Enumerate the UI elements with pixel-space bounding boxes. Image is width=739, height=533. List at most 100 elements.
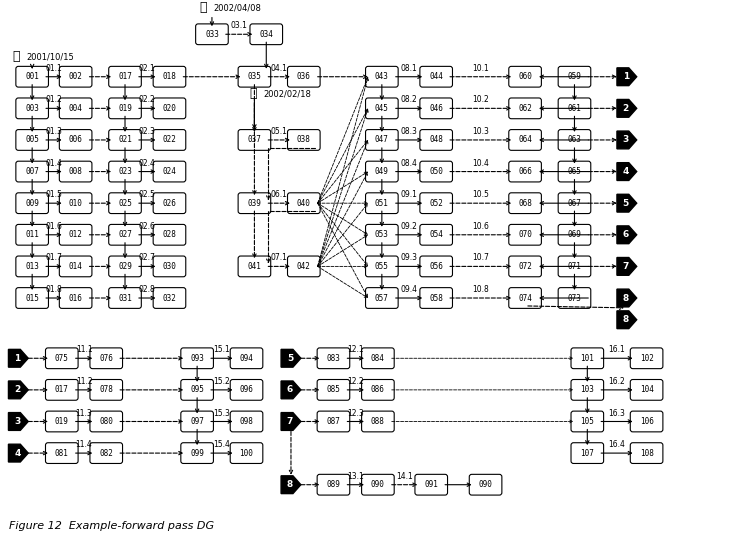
FancyBboxPatch shape [109, 256, 141, 277]
Text: 050: 050 [429, 167, 443, 176]
Text: 10.2: 10.2 [472, 95, 489, 104]
Text: 08.3: 08.3 [401, 127, 418, 136]
FancyBboxPatch shape [109, 67, 141, 87]
Polygon shape [617, 163, 637, 181]
FancyBboxPatch shape [558, 161, 590, 182]
FancyBboxPatch shape [46, 379, 78, 400]
FancyBboxPatch shape [59, 130, 92, 150]
Text: 11.2: 11.2 [75, 377, 92, 386]
FancyBboxPatch shape [366, 288, 398, 309]
FancyBboxPatch shape [238, 67, 270, 87]
FancyBboxPatch shape [317, 411, 350, 432]
Text: 10.5: 10.5 [472, 190, 489, 199]
FancyBboxPatch shape [366, 161, 398, 182]
Text: Figure 12  Example-forward pass DG: Figure 12 Example-forward pass DG [10, 521, 214, 531]
FancyBboxPatch shape [231, 443, 263, 464]
Text: 075: 075 [55, 354, 69, 363]
Text: 024: 024 [163, 167, 177, 176]
Text: 100: 100 [239, 449, 253, 458]
Text: 08.4: 08.4 [401, 159, 418, 167]
Polygon shape [281, 476, 301, 494]
FancyBboxPatch shape [153, 288, 185, 309]
Text: 15.3: 15.3 [214, 408, 231, 417]
Text: 02.1: 02.1 [139, 64, 156, 73]
FancyBboxPatch shape [16, 130, 49, 150]
Text: 102: 102 [640, 354, 653, 363]
Text: 11.3: 11.3 [75, 408, 92, 417]
Polygon shape [617, 100, 637, 117]
FancyBboxPatch shape [231, 411, 263, 432]
Polygon shape [281, 413, 301, 430]
FancyBboxPatch shape [361, 411, 394, 432]
Text: 103: 103 [580, 385, 594, 394]
Text: 04.1: 04.1 [270, 64, 287, 73]
Text: 090: 090 [479, 480, 492, 489]
Text: 088: 088 [371, 417, 385, 426]
Text: 11.4: 11.4 [75, 440, 92, 449]
Text: 02.2: 02.2 [139, 95, 156, 104]
Text: 096: 096 [239, 385, 253, 394]
FancyBboxPatch shape [508, 98, 542, 119]
FancyBboxPatch shape [420, 193, 452, 214]
Polygon shape [281, 349, 301, 367]
FancyBboxPatch shape [153, 130, 185, 150]
FancyBboxPatch shape [317, 379, 350, 400]
Text: 12.3: 12.3 [347, 408, 364, 417]
Text: 013: 013 [25, 262, 39, 271]
FancyBboxPatch shape [109, 130, 141, 150]
Text: 046: 046 [429, 104, 443, 113]
Text: 022: 022 [163, 135, 177, 144]
Polygon shape [8, 381, 28, 399]
Text: 087: 087 [327, 417, 341, 426]
Text: 09.1: 09.1 [401, 190, 418, 199]
FancyBboxPatch shape [59, 193, 92, 214]
Text: 071: 071 [568, 262, 582, 271]
Text: 02.8: 02.8 [139, 285, 156, 294]
Text: 061: 061 [568, 104, 582, 113]
Text: 041: 041 [248, 262, 262, 271]
Text: 2001/10/15: 2001/10/15 [26, 52, 74, 61]
Text: 027: 027 [118, 230, 132, 239]
Text: 095: 095 [190, 385, 204, 394]
Text: 09.4: 09.4 [401, 285, 418, 294]
FancyBboxPatch shape [571, 348, 604, 369]
Text: 16.2: 16.2 [609, 377, 625, 386]
Text: 006: 006 [69, 135, 83, 144]
FancyBboxPatch shape [153, 256, 185, 277]
Text: 15.2: 15.2 [214, 377, 230, 386]
FancyBboxPatch shape [181, 348, 214, 369]
FancyBboxPatch shape [508, 256, 542, 277]
Text: 078: 078 [99, 385, 113, 394]
FancyBboxPatch shape [153, 67, 185, 87]
FancyBboxPatch shape [90, 379, 123, 400]
Text: 054: 054 [429, 230, 443, 239]
Text: 15.1: 15.1 [214, 345, 230, 354]
Text: 3: 3 [14, 417, 21, 426]
Text: 09.2: 09.2 [401, 222, 418, 231]
Text: 001: 001 [25, 72, 39, 81]
Text: 12.2: 12.2 [347, 377, 364, 386]
Text: 14.1: 14.1 [396, 472, 413, 481]
Text: 049: 049 [375, 167, 389, 176]
Text: 01.1: 01.1 [46, 64, 62, 73]
FancyBboxPatch shape [366, 67, 398, 87]
Text: 07.1: 07.1 [270, 254, 287, 262]
Text: 106: 106 [640, 417, 653, 426]
Text: 011: 011 [25, 230, 39, 239]
Text: 018: 018 [163, 72, 177, 81]
Text: 093: 093 [190, 354, 204, 363]
Text: 5: 5 [287, 354, 293, 363]
FancyBboxPatch shape [90, 443, 123, 464]
FancyBboxPatch shape [420, 161, 452, 182]
FancyBboxPatch shape [630, 411, 663, 432]
Text: 🎬: 🎬 [250, 87, 257, 100]
Text: 008: 008 [69, 167, 83, 176]
Text: 08.2: 08.2 [401, 95, 418, 104]
Text: 01.7: 01.7 [46, 254, 62, 262]
Polygon shape [8, 413, 28, 430]
FancyBboxPatch shape [361, 474, 394, 495]
FancyBboxPatch shape [630, 379, 663, 400]
FancyBboxPatch shape [420, 98, 452, 119]
Text: 🎬: 🎬 [199, 1, 207, 14]
Text: 039: 039 [248, 199, 262, 208]
